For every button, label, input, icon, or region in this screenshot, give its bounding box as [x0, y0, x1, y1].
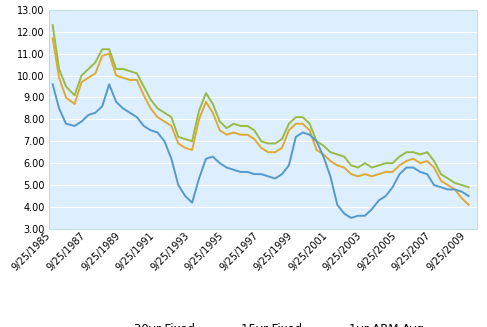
Legend: 30yr Fixed, 15yr Fixed, 1yr ARM Avg: 30yr Fixed, 15yr Fixed, 1yr ARM Avg: [98, 318, 428, 327]
